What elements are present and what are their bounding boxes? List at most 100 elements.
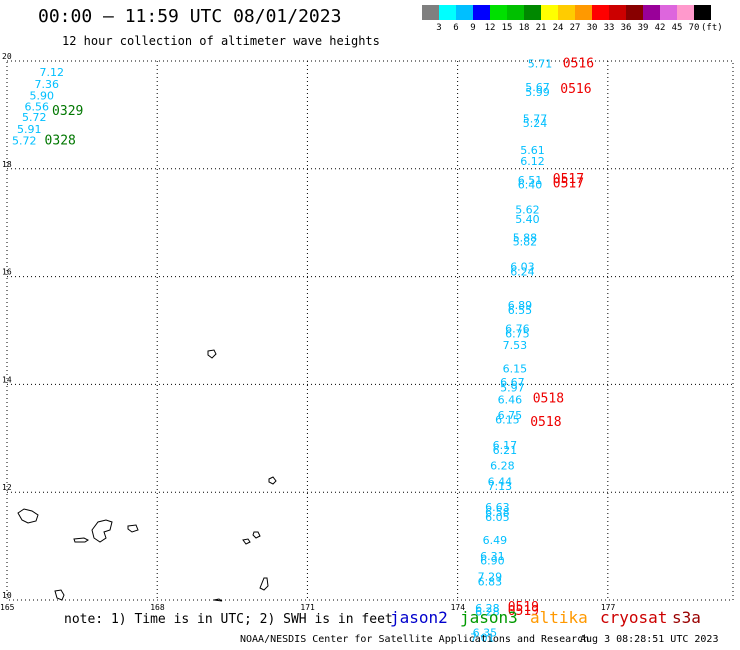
satellite-altika: altika: [530, 608, 588, 627]
island-outline: [127, 524, 139, 533]
scale-label: 9: [470, 23, 476, 33]
swh-label: 5.24: [523, 117, 548, 130]
lon-label: 171: [300, 603, 315, 612]
swh-label: 6.83: [478, 575, 503, 588]
scale-swatch: [626, 5, 643, 20]
lat-label: 16: [2, 268, 12, 277]
island-outline: [252, 531, 261, 539]
swh-label: 6.67: [500, 376, 525, 389]
scale-swatch: [541, 5, 558, 20]
island-outline: [213, 598, 223, 602]
time-label: 0518: [533, 392, 564, 407]
swh-label: 7.29: [478, 571, 503, 584]
swh-label: 6.51: [518, 174, 543, 187]
swh-label: 6.40: [518, 179, 543, 192]
island-outline: [54, 589, 65, 601]
credit-text: NOAA/NESDIS Center for Satellite Applica…: [240, 634, 590, 645]
swh-label: 5.40: [515, 213, 540, 226]
swh-label: 6.28: [475, 602, 500, 615]
swh-label: 5.67: [525, 81, 550, 94]
swh-label: 7.36: [35, 78, 60, 91]
swh-label: 6.17: [493, 439, 517, 452]
scale-unit: (ft): [701, 23, 723, 33]
scale-label: 12: [484, 23, 496, 33]
scale-label: 24: [552, 23, 564, 33]
note-text: note: 1) Time is in UTC; 2) SWH is in fe…: [64, 612, 393, 627]
scale-label: 18: [518, 23, 530, 33]
swh-label: 7.12: [40, 66, 65, 79]
swh-label: 6.35: [473, 627, 498, 640]
scale-label: 42: [654, 23, 666, 33]
island-outline: [207, 349, 217, 359]
map-grid: [6, 60, 734, 601]
scale-swatch: [439, 5, 456, 20]
scale-label: 45: [671, 23, 683, 33]
swh-label: 5.97: [500, 381, 525, 394]
scale-label: 6: [453, 23, 459, 33]
time-label: 0329: [52, 104, 83, 119]
scale-label: 33: [603, 23, 615, 33]
swh-label: 6.24: [510, 266, 535, 279]
island-outline: [259, 577, 269, 591]
map-subtitle: 12 hour collection of altimeter wave hei…: [62, 34, 380, 48]
swh-label: 7.53: [503, 339, 527, 352]
swh-label: 7.01: [470, 632, 495, 645]
swh-label: 6.12: [520, 155, 545, 168]
scale-swatch: [660, 5, 677, 20]
lat-label: 18: [2, 160, 12, 169]
time-label: 0516: [563, 56, 594, 71]
island-outline: [17, 508, 39, 524]
swh-label: 5.71: [528, 57, 553, 70]
lon-label: 174: [451, 603, 466, 612]
swh-label: 6.31: [480, 550, 505, 563]
swh-label: 6.28: [475, 606, 500, 619]
swh-readings: 7.127.365.906.565.725.915.725.715.675.99…: [12, 57, 552, 644]
swh-label: 5.91: [17, 123, 42, 136]
satellite-cryosat: cryosat: [600, 608, 668, 627]
swh-label: 5.88: [513, 232, 538, 245]
scale-swatch: [558, 5, 575, 20]
scale-swatch: [422, 5, 439, 20]
scale-swatch: [694, 5, 711, 20]
island-outline: [91, 519, 113, 543]
swh-label: 5.82: [513, 235, 538, 248]
scale-label: 70: [688, 23, 700, 33]
swh-label: 6.90: [480, 554, 505, 567]
swh-label: 5.72: [22, 111, 47, 124]
lat-label: 12: [2, 483, 12, 492]
lat-label: 14: [2, 375, 12, 384]
time-label: 0517: [553, 172, 584, 187]
swh-label: 6.28: [490, 460, 515, 473]
island-outlines: [17, 349, 277, 602]
time-label: 0328: [45, 134, 76, 149]
scale-swatch: [575, 5, 592, 20]
scale-swatch: [609, 5, 626, 20]
scale-swatch: [490, 5, 507, 20]
swh-label: 6.75: [505, 328, 530, 341]
axis-labels: 20 18 16 14 12 10 165 168 171 174 177: [0, 52, 615, 612]
swh-label: 6.03: [510, 261, 535, 274]
swh-label: 5.62: [515, 204, 540, 217]
swh-label: 6.55: [508, 304, 533, 317]
satellite-jason3: jason3: [460, 608, 518, 627]
swh-label: 6.46: [498, 393, 523, 406]
swh-label: 6.21: [493, 444, 517, 457]
swh-label: 5.77: [523, 112, 548, 125]
swh-label: 6.44: [488, 476, 513, 489]
scale-swatch: [524, 5, 541, 20]
scale-label: 27: [569, 23, 581, 33]
swh-label: 5.72: [12, 135, 37, 148]
swh-label: 6.63: [485, 501, 510, 514]
scale-swatch: [643, 5, 660, 20]
scale-swatch: [473, 5, 490, 20]
time-label: 0516: [560, 82, 591, 97]
lat-label: 10: [2, 591, 12, 600]
swh-label: 6.49: [483, 534, 508, 547]
scale-label: 15: [501, 23, 513, 33]
swh-label: 6.15: [495, 414, 520, 427]
scale-label: 36: [620, 23, 632, 33]
swh-label: 6.15: [503, 363, 527, 376]
satellite-s3a: s3a: [672, 608, 701, 627]
scale-swatch: [456, 5, 473, 20]
